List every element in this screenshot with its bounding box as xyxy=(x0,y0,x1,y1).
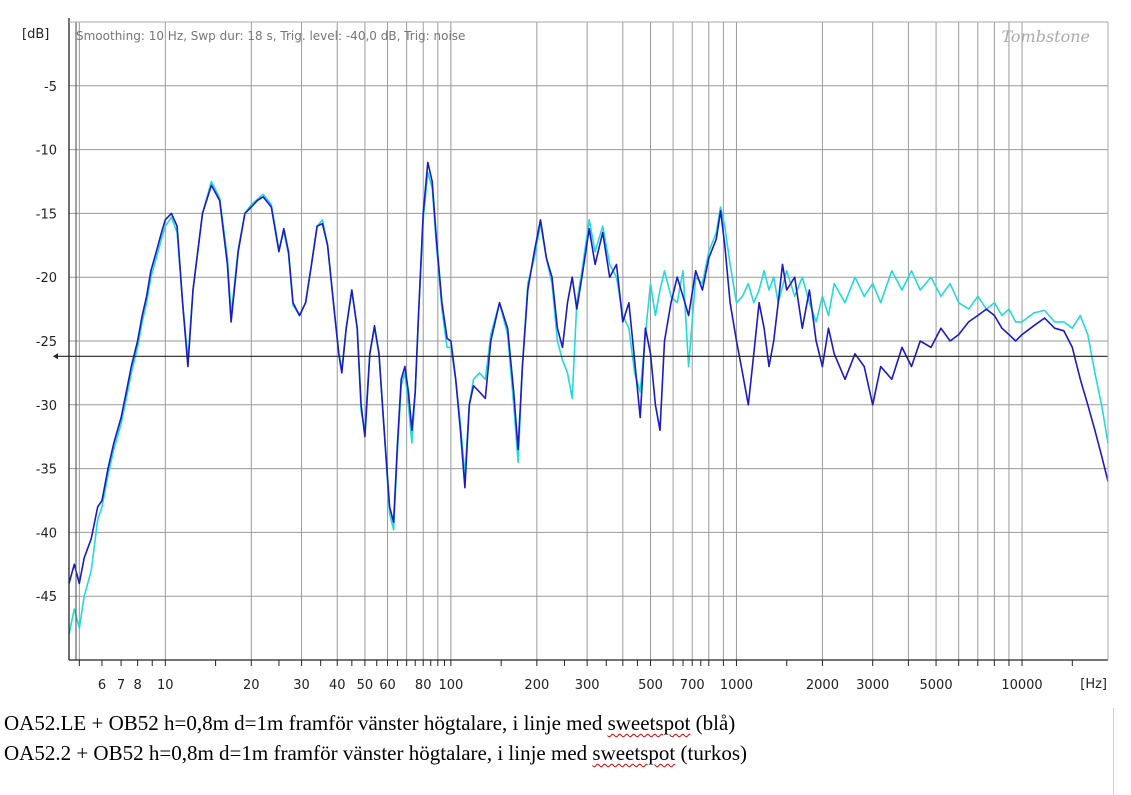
caption-block: OA52.LE + OB52 h=0,8m d=1m framför vänst… xyxy=(4,708,1114,768)
caption-text: (turkos) xyxy=(675,741,748,765)
x-tick-label: 30 xyxy=(293,678,310,693)
reference-level-marker xyxy=(53,353,58,360)
plot-frame xyxy=(68,18,1109,666)
x-tick-label: 300 xyxy=(575,678,600,693)
frequency-response-chart: -5 -10 -15 -20 -25 -30 -35 -40 -45 6 7 8 10 20 30 40 50 6… xyxy=(0,0,1131,708)
x-tick-label: 50 xyxy=(357,678,374,693)
x-tick-label: 80 xyxy=(415,678,432,693)
x-tick-label: 6 xyxy=(98,678,106,693)
settings-text: Smoothing: 10 Hz, Swp dur: 18 s, Trig. l… xyxy=(76,29,465,43)
y-tick-label: -25 xyxy=(36,335,57,350)
x-tick-label: 10000 xyxy=(1001,678,1042,693)
x-tick-label: 700 xyxy=(680,678,705,693)
x-tick-label: 7 xyxy=(117,678,125,693)
y-tick-label: -30 xyxy=(36,399,57,414)
x-tick-label: 40 xyxy=(329,678,346,693)
caption-text: OA52.LE + OB52 h=0,8m d=1m framför vänst… xyxy=(4,711,608,735)
x-tick-label: 10 xyxy=(157,678,174,693)
y-tick-label: -45 xyxy=(36,590,57,605)
series-line-blue xyxy=(68,161,1109,585)
x-tick-label: 200 xyxy=(524,678,549,693)
x-tick-label: 20 xyxy=(243,678,260,693)
x-tick-label: 2000 xyxy=(806,678,839,693)
spellcheck-word: sweetspot xyxy=(607,711,691,735)
x-tick-label: 500 xyxy=(638,678,663,693)
brand-logo: Tombstone xyxy=(1001,27,1090,46)
y-tick-label: -40 xyxy=(36,526,57,541)
y-unit-label: [dB] xyxy=(22,27,49,42)
x-tick-label: 8 xyxy=(133,678,141,693)
caption-line-2: OA52.2 + OB52 h=0,8m d=1m framför vänste… xyxy=(4,738,1114,768)
y-tick-label: -20 xyxy=(36,271,57,286)
x-tick-label: 100 xyxy=(438,678,463,693)
x-tick-label: 60 xyxy=(379,678,396,693)
x-unit-label: [Hz] xyxy=(1080,677,1107,692)
x-tick-label: 5000 xyxy=(920,678,953,693)
y-tick-label: -10 xyxy=(36,144,57,159)
caption-line-1: OA52.LE + OB52 h=0,8m d=1m framför vänst… xyxy=(4,708,1114,738)
caption-text: OA52.2 + OB52 h=0,8m d=1m framför vänste… xyxy=(4,741,593,765)
reference-level-group xyxy=(53,353,1108,360)
x-tick-label: 1000 xyxy=(720,678,753,693)
caption-text: (blå) xyxy=(690,711,736,735)
series-group xyxy=(68,161,1109,635)
y-tick-label: -5 xyxy=(44,80,57,95)
x-tick-label: 3000 xyxy=(856,678,889,693)
y-tick-label: -35 xyxy=(36,463,57,478)
caption-border xyxy=(1113,708,1114,795)
tick-labels: -5 -10 -15 -20 -25 -30 -35 -40 -45 6 7 8 10 20 30 40 50 6… xyxy=(36,80,1043,693)
y-tick-label: -15 xyxy=(36,207,57,222)
spellcheck-word: sweetspot xyxy=(592,741,676,765)
plot-background xyxy=(0,0,1131,708)
